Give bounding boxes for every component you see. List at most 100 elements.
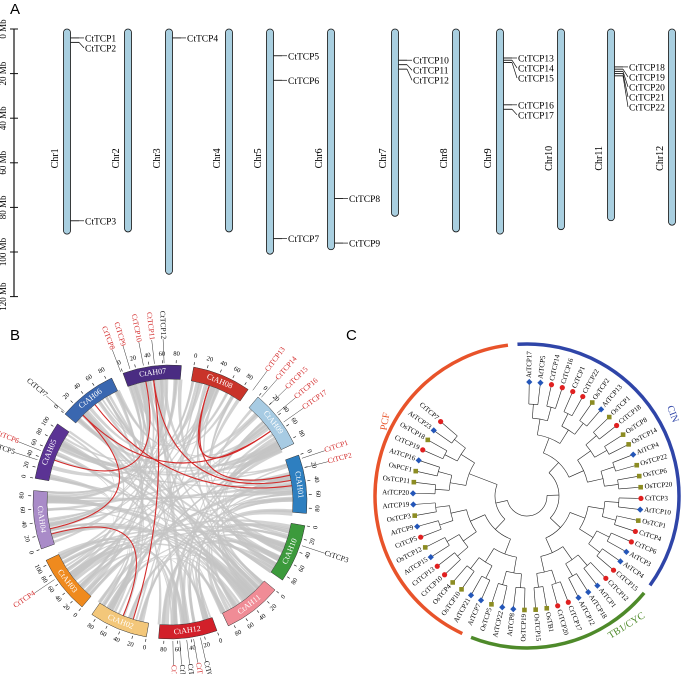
segment-tick-label: 20: [126, 640, 134, 648]
tree-branch: [435, 505, 450, 508]
taxon-label: OsTB1: [544, 611, 555, 633]
segment-tick-label: 40: [144, 352, 151, 360]
gene-leader: [622, 75, 629, 107]
segment-tick-label: 80: [245, 373, 254, 382]
taxon-marker-circle: [613, 422, 620, 429]
segment-tick: [244, 382, 247, 385]
segment-tick: [145, 638, 147, 642]
taxon-marker-circle: [603, 575, 609, 581]
segment-tick-label: 20: [308, 538, 316, 546]
taxon-marker-circle: [555, 603, 561, 609]
position-axis: 0 Mb 20 Mb 40 Mb 60 Mb 80 Mb 100 Mb 120 Mb: [0, 19, 18, 311]
segment-tick-label: 40: [312, 476, 320, 483]
gene-label: CtTCP6: [288, 77, 319, 87]
segment-tick: [134, 364, 136, 368]
gene-leader: [406, 64, 413, 71]
chromosome-bar: [124, 28, 132, 233]
tree-branch: [571, 398, 583, 416]
tree-branch: [415, 502, 436, 505]
segment-tick: [306, 525, 310, 527]
tree-arc: [506, 570, 522, 575]
taxon-marker-diamond: [585, 589, 592, 596]
synteny-link: [225, 433, 293, 493]
taxon-label: OsTCP6: [642, 467, 668, 479]
synteny-link: [211, 398, 280, 466]
gene-label: CtTCP3: [85, 217, 116, 227]
tree-arc: [507, 495, 548, 517]
tree-branch: [454, 439, 466, 449]
segment-tick: [32, 466, 36, 468]
tree-branch: [551, 584, 558, 604]
synteny-link: [49, 476, 289, 537]
segment-tick-label: 20: [271, 394, 281, 404]
gene-label: CtTCP20: [629, 83, 665, 93]
gene-label-leader: [179, 640, 182, 665]
gene-label-leader: [301, 450, 325, 459]
tree-branch: [450, 482, 466, 486]
segment-tick-label: 60: [232, 365, 241, 374]
tree-branch: [457, 546, 469, 557]
taxon-marker-diamond: [575, 594, 582, 601]
taxon-label: OsPCF1: [388, 461, 413, 474]
segment-tick-label: 80: [97, 366, 106, 375]
tree-arc: [617, 479, 620, 489]
tree-branch: [485, 565, 493, 579]
tree-branch: [533, 587, 536, 608]
chromosome-label: Chr1: [50, 148, 61, 168]
chromosome-segment: [32, 490, 55, 550]
taxon-marker-square: [425, 437, 431, 443]
taxon-marker-square: [636, 518, 641, 523]
tree-branch: [616, 515, 637, 521]
circos-gene-label: CtTCP10: [130, 313, 144, 343]
gene-label: CtTCP14: [518, 64, 554, 74]
taxon-marker-circle: [438, 418, 444, 425]
segment-tick-label: 60: [314, 491, 321, 498]
panel-a-letter: A: [10, 1, 20, 18]
segment-tick-label: 100: [33, 563, 44, 575]
tree-arc: [436, 467, 440, 476]
synteny-link: [128, 558, 227, 620]
chromosome-bar: [391, 28, 399, 217]
segment-tick-label: 80: [35, 427, 44, 436]
taxon-marker-square: [422, 545, 428, 550]
chromosome-segment: [190, 366, 249, 402]
taxon-marker-diamond: [526, 378, 533, 386]
segment-tick-label: 80: [39, 575, 48, 584]
tcp-duplication-link: [197, 385, 271, 459]
segment-tick: [269, 402, 272, 405]
chromosome-bar: [225, 28, 233, 233]
tree-branch: [555, 389, 562, 409]
chromosome-segment: [45, 554, 92, 608]
segment-tick: [193, 362, 195, 366]
chromosome-bar: [266, 28, 274, 255]
tree-branch: [540, 556, 545, 573]
synteny-link: [216, 436, 276, 593]
synteny-link: [117, 384, 209, 615]
tree-branch: [542, 586, 547, 607]
chromosome-bar: [557, 28, 565, 231]
taxon-marker-diamond: [617, 558, 624, 565]
segment-tick-label: 40: [219, 360, 228, 369]
segment-tick-label: 60: [30, 438, 39, 447]
tree-branch: [415, 482, 436, 486]
gene-label-leader: [14, 452, 38, 461]
taxon-marker-square: [450, 580, 455, 585]
gene-label-leader: [252, 370, 268, 391]
segment-tick-label: 40: [189, 644, 196, 652]
chromosome-bar: [165, 28, 173, 275]
tree-arc: [434, 484, 436, 494]
segment-tick: [32, 536, 36, 538]
tree-branch: [594, 450, 608, 458]
tree-branch: [588, 543, 600, 553]
segment-tick-label: 20: [206, 355, 214, 363]
chromosome-segment: [248, 396, 295, 450]
gene-leader: [622, 71, 629, 88]
segment-tick-label: 40: [26, 449, 35, 457]
segment-tick: [50, 424, 54, 427]
segment-tick-label: 40: [53, 594, 63, 603]
taxon-marker-circle: [559, 384, 565, 391]
tree-branch: [604, 435, 622, 447]
chromosome-segment: [91, 602, 150, 638]
clade-arc: [373, 343, 509, 636]
gene-leader: [622, 73, 629, 97]
